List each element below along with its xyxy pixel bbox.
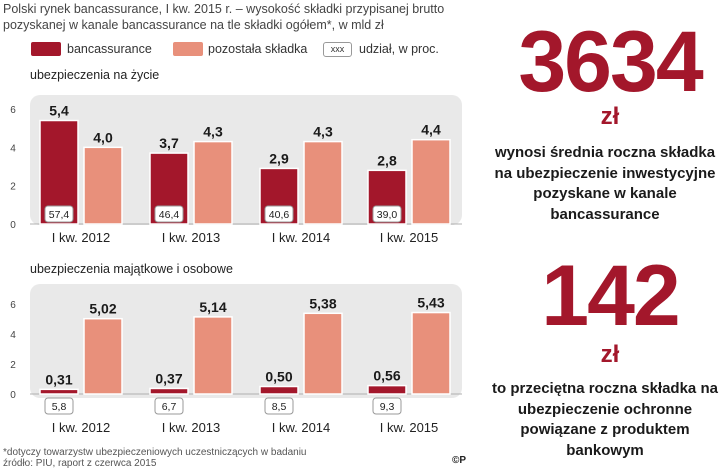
bar-other-premium: [193, 316, 233, 395]
legend-swatch-bancassurance: [31, 42, 61, 56]
bar-other-premium: [411, 311, 451, 395]
share-label: 46,4: [159, 209, 180, 221]
stat-investment-premium-description: wynosi średnia roczna składka na ubezpie…: [494, 144, 716, 223]
share-label: 8,5: [272, 401, 287, 413]
stat-investment-premium-unit: zł: [600, 103, 620, 130]
value-label-other-premium: 4,4: [421, 122, 441, 138]
chart-title: Polski rynek bancassurance, I kw. 2015 r…: [3, 2, 445, 32]
share-badge: [154, 397, 184, 415]
value-label-other-premium: 5,14: [199, 299, 226, 315]
stat-protection-premium-description: to przeciętna roczna składka na ubezpiec…: [492, 380, 718, 459]
source-note: źródło: PIU, raport z czerwca 2015: [3, 458, 157, 469]
y-tick-label: 4: [10, 330, 16, 341]
chart-life-insurance: 0 2 4 6 5,4 4,0 57,4 I kw. 2012 3,7 4,3 46,4 I kw. …: [10, 95, 462, 245]
bar-bancassurance: [39, 388, 79, 395]
value-label-other-premium: 5,43: [417, 295, 444, 311]
subtitle-life: ubezpieczenia na życie: [30, 68, 160, 82]
y-tick-label: 2: [10, 360, 16, 371]
value-label-other-premium: 4,3: [313, 124, 333, 140]
bar-other-premium: [83, 317, 123, 395]
legend-label-other: pozostała składka: [208, 42, 308, 56]
share-label: 6,7: [162, 401, 177, 413]
share-label: 9,3: [380, 401, 395, 413]
share-badge: [372, 205, 402, 223]
plot-panel: [30, 284, 462, 398]
share-label: 57,4: [49, 209, 70, 221]
legend-swatch-share: xxx: [323, 42, 352, 57]
value-label-bancassurance: 2,8: [377, 152, 397, 168]
bar-bancassurance: [259, 385, 299, 395]
x-tick-label: I kw. 2012: [52, 420, 111, 435]
y-tick-label: 4: [10, 143, 16, 154]
subtitle-property: ubezpieczenia majątkowe i osobowe: [30, 262, 233, 276]
bar-other-premium: [411, 138, 451, 225]
x-tick-label: I kw. 2014: [272, 420, 331, 435]
share-badge: [372, 397, 402, 415]
stat-investment-premium-value: 3634: [518, 14, 703, 110]
x-tick-label: I kw. 2014: [272, 230, 331, 245]
bar-other-premium: [193, 140, 233, 225]
bar-other-premium: [303, 312, 343, 395]
stat-protection-premium-unit: zł: [600, 341, 620, 368]
value-label-other-premium: 4,0: [93, 129, 113, 145]
y-tick-label: 2: [10, 182, 16, 193]
share-label: 39,0: [377, 209, 398, 221]
plot-panel: [30, 95, 462, 225]
share-badge: [44, 397, 74, 415]
share-badge: [264, 397, 294, 415]
x-tick-label: I kw. 2013: [162, 230, 221, 245]
x-tick-label: I kw. 2015: [380, 420, 439, 435]
x-tick-label: I kw. 2015: [380, 230, 439, 245]
share-badge: [154, 205, 184, 223]
legend-label-share: udział, w proc.: [359, 42, 439, 56]
value-label-bancassurance: 0,50: [265, 369, 292, 385]
chart-property-insurance: 0 2 4 6 0,31 5,02 5,8 I kw. 2012 0,37 5,14 6,7 I kw…: [10, 284, 462, 435]
bar-other-premium: [83, 146, 123, 225]
bar-bancassurance: [149, 387, 189, 395]
footnote: *dotyczy towarzystw ubezpieczeniowych uc…: [3, 447, 307, 458]
value-label-bancassurance: 0,56: [373, 368, 400, 384]
copyright-mark: ©P: [452, 455, 467, 466]
legend-label-bancassurance: bancassurance: [67, 42, 152, 56]
legend: bancassurance pozostała składka xxx udzi…: [3, 40, 483, 58]
y-tick-label: 6: [10, 300, 16, 311]
value-label-bancassurance: 2,9: [269, 150, 289, 166]
y-tick-label: 0: [10, 220, 16, 231]
stat-protection-premium-value: 142: [541, 248, 681, 344]
x-tick-label: I kw. 2013: [162, 420, 221, 435]
x-tick-label: I kw. 2012: [52, 230, 111, 245]
value-label-other-premium: 5,38: [309, 295, 336, 311]
value-label-other-premium: 4,3: [203, 124, 223, 140]
share-badge: [44, 205, 74, 223]
value-label-bancassurance: 3,7: [159, 135, 179, 151]
share-label: 40,6: [269, 209, 290, 221]
value-label-bancassurance: 0,31: [45, 371, 72, 387]
value-label-bancassurance: 5,4: [49, 103, 69, 119]
share-badge: [264, 205, 294, 223]
y-tick-label: 0: [10, 390, 16, 401]
bar-bancassurance: [367, 384, 407, 395]
bar-other-premium: [303, 140, 343, 225]
share-label: 5,8: [52, 401, 67, 413]
value-label-other-premium: 5,02: [89, 301, 116, 317]
value-label-bancassurance: 0,37: [155, 370, 182, 386]
legend-swatch-other: [173, 42, 203, 56]
y-tick-label: 6: [10, 105, 16, 116]
